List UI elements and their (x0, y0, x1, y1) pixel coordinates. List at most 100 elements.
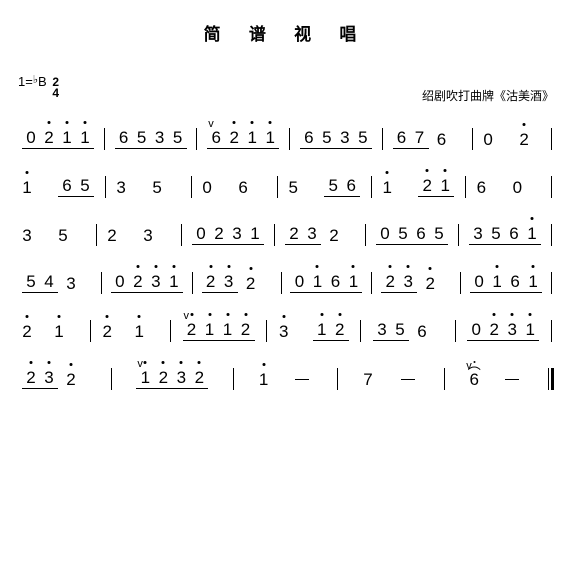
bar: 6535 (111, 128, 191, 150)
note: 5 (434, 225, 444, 242)
note: 0 (512, 179, 522, 196)
bar: 7 (359, 368, 423, 390)
beam: 6v211 (207, 129, 279, 149)
barline (289, 128, 290, 150)
note: 2 (102, 323, 112, 340)
barline (551, 176, 552, 198)
note: 5 (58, 227, 68, 244)
note: 6 (304, 129, 314, 146)
note: 2 (422, 177, 432, 194)
barline (382, 128, 383, 150)
note: 1 (312, 273, 322, 290)
bar: 676 (389, 128, 467, 150)
meta-row: 1=♭B 2 4 绍剧吹打曲牌《沽美酒》 (18, 73, 554, 104)
beam: 12 (313, 321, 349, 341)
note: 3 (403, 273, 413, 290)
note: 5 (358, 129, 368, 146)
staff-line: 2321v232176v︵ (18, 368, 554, 390)
breath-mark: v (208, 119, 214, 130)
beam: 21 (418, 177, 454, 197)
note: 5 (288, 179, 298, 196)
note: 1 (134, 323, 144, 340)
note: 2 (329, 227, 339, 244)
music-score: 021165356v211653567602165350655612160352… (18, 128, 554, 390)
note: 1 (250, 225, 260, 242)
bar: 02 (479, 128, 545, 150)
bar: 0161 (286, 272, 366, 294)
note: 3 (377, 321, 387, 338)
barline (472, 128, 473, 150)
bar: 0211 (18, 128, 98, 150)
note: 2 (158, 369, 168, 386)
bar: 21 (18, 320, 82, 342)
bar: 6535 (296, 128, 376, 150)
beam: 23 (202, 273, 238, 293)
beam: 0231 (111, 273, 183, 293)
note: 1 (80, 129, 90, 146)
barline (181, 224, 182, 246)
beam: 0161 (290, 273, 362, 293)
beam: 65 (58, 177, 94, 197)
note: 6 (509, 225, 519, 242)
bar: 0161 (466, 272, 546, 294)
beam: 0211 (22, 129, 94, 149)
note: 6 (476, 179, 486, 196)
note: 3 (340, 129, 350, 146)
barline (551, 272, 552, 294)
note: 2 (194, 369, 204, 386)
barline (192, 272, 193, 294)
beam: 0565 (376, 225, 448, 245)
note: 6 (510, 273, 520, 290)
staff-line: 3523023123205653561 (18, 224, 554, 246)
note: 3 (66, 275, 76, 292)
note: 6 (417, 323, 427, 340)
note: 0 (26, 129, 36, 146)
page-title: 简 谱 视 唱 (18, 20, 554, 45)
note: 5 (491, 225, 501, 242)
note: 3 (473, 225, 483, 242)
barline (371, 176, 372, 198)
note: 4 (44, 273, 54, 290)
dash (295, 379, 309, 380)
staff-line: 021165356v211653567602 (18, 128, 554, 150)
note: 1 (525, 321, 535, 338)
barline (196, 128, 197, 150)
note: 2 (489, 321, 499, 338)
note: 6v (211, 129, 221, 146)
note: 2 (44, 129, 54, 146)
bar: 35 (112, 176, 184, 198)
note: 6 (238, 179, 248, 196)
note: 1v (140, 369, 150, 386)
barline (233, 368, 234, 390)
note: 1 (348, 273, 358, 290)
note: 0 (294, 273, 304, 290)
bar: 0231 (107, 272, 187, 294)
bar: 5 56 (284, 176, 364, 198)
note: 1 (247, 129, 257, 146)
final-barline (548, 368, 554, 390)
barline (170, 320, 171, 342)
note: 2 (107, 227, 117, 244)
barline (444, 368, 445, 390)
note: 3 (44, 369, 54, 386)
note: 6v︵ (469, 371, 479, 388)
beam: 6535 (300, 129, 372, 149)
note: 1 (265, 129, 275, 146)
note: 0 (474, 273, 484, 290)
bar: 312 (275, 320, 353, 342)
note: 1 (54, 323, 64, 340)
bar: 0231 (463, 320, 543, 342)
beam: 56 (324, 177, 360, 197)
staff-line: 21212v1123123560231 (18, 320, 554, 342)
bar: 1 (255, 368, 317, 390)
barline (266, 320, 267, 342)
bar: 232 (281, 224, 359, 246)
note: 3 (507, 321, 517, 338)
beam: 1v232 (136, 369, 208, 389)
key-signature: 1=♭B 2 4 (18, 73, 59, 99)
bar: 35 (18, 224, 90, 246)
note: 2 (206, 273, 216, 290)
bar: 2v112 (179, 320, 259, 342)
note: 6 (437, 131, 447, 148)
note: 3 (151, 273, 161, 290)
